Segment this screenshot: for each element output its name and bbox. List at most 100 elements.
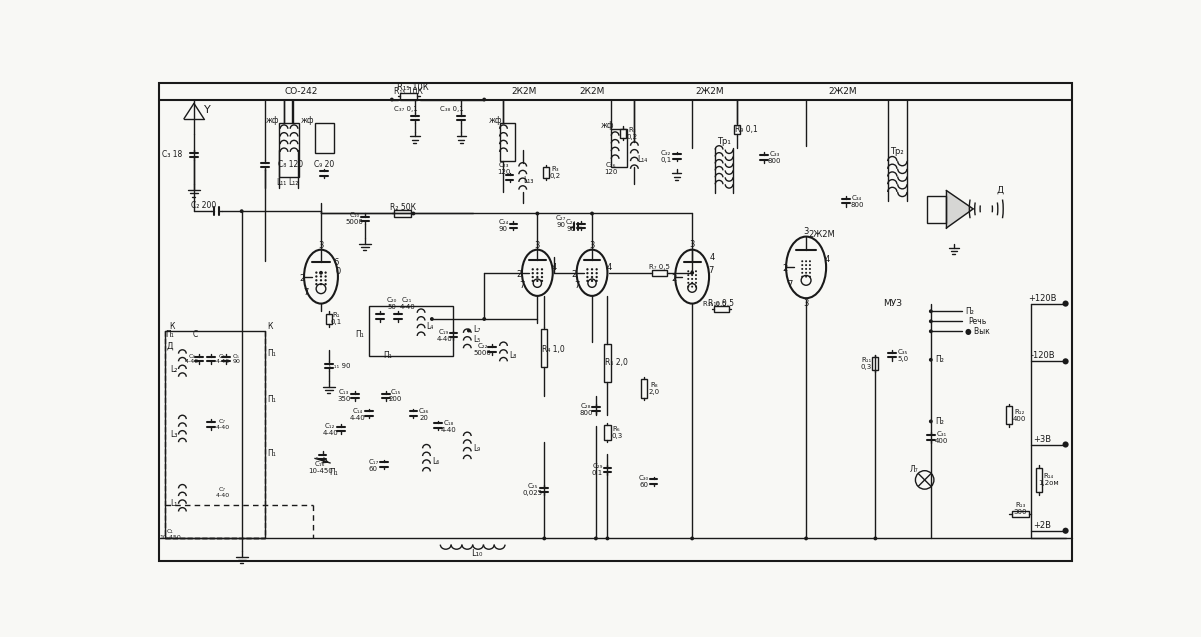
Bar xyxy=(715,306,729,312)
Text: L₄: L₄ xyxy=(426,322,434,331)
Text: L₈: L₈ xyxy=(509,351,516,360)
Text: жф: жф xyxy=(300,116,313,125)
Circle shape xyxy=(532,276,534,278)
Circle shape xyxy=(695,278,697,280)
Circle shape xyxy=(691,270,693,272)
Polygon shape xyxy=(946,190,973,228)
Text: R₁₀ 0,5: R₁₀ 0,5 xyxy=(704,301,727,308)
Text: 0: 0 xyxy=(335,267,341,276)
Circle shape xyxy=(315,279,317,282)
Circle shape xyxy=(928,329,933,333)
Circle shape xyxy=(809,261,811,262)
Circle shape xyxy=(801,272,803,274)
Circle shape xyxy=(590,211,594,215)
Circle shape xyxy=(536,268,538,271)
Text: C₅
90: C₅ 90 xyxy=(232,354,240,364)
Text: R₅ 2,0: R₅ 2,0 xyxy=(605,359,628,368)
Circle shape xyxy=(596,276,598,278)
Text: C₇
4-40: C₇ 4-40 xyxy=(215,487,229,497)
Circle shape xyxy=(533,279,542,287)
Circle shape xyxy=(805,276,807,278)
Text: -120В: -120В xyxy=(1030,352,1054,361)
Text: L₁₄: L₁₄ xyxy=(637,155,647,164)
Text: 4: 4 xyxy=(710,253,715,262)
Text: R₁₄
1,2ом: R₁₄ 1,2ом xyxy=(1039,473,1059,487)
Circle shape xyxy=(695,285,697,288)
Text: R₃
0,2: R₃ 0,2 xyxy=(550,166,561,179)
Text: R₂ 50К: R₂ 50К xyxy=(389,203,416,212)
Bar xyxy=(325,313,331,324)
Bar xyxy=(543,168,549,178)
Circle shape xyxy=(315,275,317,278)
Text: 2Ж2М: 2Ж2М xyxy=(695,87,724,96)
Bar xyxy=(279,123,299,176)
Circle shape xyxy=(536,280,538,282)
Circle shape xyxy=(691,285,693,288)
Text: L₁₂: L₁₂ xyxy=(288,178,299,187)
Circle shape xyxy=(691,282,693,284)
Text: C₁₇
60: C₁₇ 60 xyxy=(369,459,378,472)
Circle shape xyxy=(540,280,543,282)
Circle shape xyxy=(412,211,416,215)
Circle shape xyxy=(1063,441,1069,448)
Text: C₂₁
4-40: C₂₁ 4-40 xyxy=(400,297,416,310)
Text: L₃: L₃ xyxy=(171,430,178,439)
Text: C₁₀
5000: C₁₀ 5000 xyxy=(346,212,364,225)
Text: 3: 3 xyxy=(803,227,808,236)
Text: L₁₁: L₁₁ xyxy=(276,178,287,187)
Circle shape xyxy=(691,274,693,276)
Bar xyxy=(734,125,740,134)
Circle shape xyxy=(324,271,327,274)
Circle shape xyxy=(687,274,689,276)
Bar xyxy=(611,129,627,168)
Text: С: С xyxy=(193,330,198,339)
Text: C₁₃
350: C₁₃ 350 xyxy=(337,389,351,403)
Circle shape xyxy=(587,279,596,287)
Circle shape xyxy=(540,268,543,271)
Circle shape xyxy=(591,280,593,282)
Bar xyxy=(1006,406,1012,424)
Text: П₁: П₁ xyxy=(267,396,276,404)
Circle shape xyxy=(801,276,803,278)
Text: Y: Y xyxy=(204,104,210,115)
Circle shape xyxy=(591,268,593,271)
Text: C₃₀
60: C₃₀ 60 xyxy=(639,475,649,488)
Text: СО-242: СО-242 xyxy=(285,87,317,96)
Text: C₂₈
800: C₂₈ 800 xyxy=(579,403,592,415)
Text: П₂: П₂ xyxy=(966,307,974,316)
Circle shape xyxy=(691,278,693,280)
Text: П₁: П₁ xyxy=(166,330,174,339)
Bar xyxy=(641,379,647,397)
Text: К: К xyxy=(169,322,174,331)
Circle shape xyxy=(1063,527,1069,534)
Bar xyxy=(1011,511,1028,517)
Circle shape xyxy=(430,317,434,321)
Text: C₇
4-40: C₇ 4-40 xyxy=(215,419,229,430)
Text: C₈ 120: C₈ 120 xyxy=(277,161,303,169)
Bar xyxy=(652,269,667,276)
Text: Тр₁: Тр₁ xyxy=(717,136,730,146)
Bar xyxy=(500,123,515,161)
Text: 2: 2 xyxy=(516,270,521,279)
Bar xyxy=(542,329,548,367)
Text: 3: 3 xyxy=(803,299,808,308)
Text: R₁₀ 0,5: R₁₀ 0,5 xyxy=(709,299,734,308)
Text: C₂₇
90: C₂₇ 90 xyxy=(556,215,567,227)
Bar xyxy=(927,196,946,223)
Circle shape xyxy=(540,272,543,275)
Circle shape xyxy=(873,536,877,540)
Text: 4: 4 xyxy=(607,263,611,272)
Text: L₉: L₉ xyxy=(473,444,480,453)
Ellipse shape xyxy=(675,250,709,304)
Bar xyxy=(604,426,610,440)
Text: L₁₃: L₁₃ xyxy=(524,176,534,185)
Text: C₁₂
4-40: C₁₂ 4-40 xyxy=(322,424,339,436)
Circle shape xyxy=(928,319,933,323)
Circle shape xyxy=(801,264,803,266)
Text: ● Вык: ● Вык xyxy=(964,327,990,336)
Text: C₂₉
0,1: C₂₉ 0,1 xyxy=(592,463,603,476)
Circle shape xyxy=(687,270,689,272)
Circle shape xyxy=(809,272,811,274)
Circle shape xyxy=(596,268,598,271)
Circle shape xyxy=(928,420,933,424)
